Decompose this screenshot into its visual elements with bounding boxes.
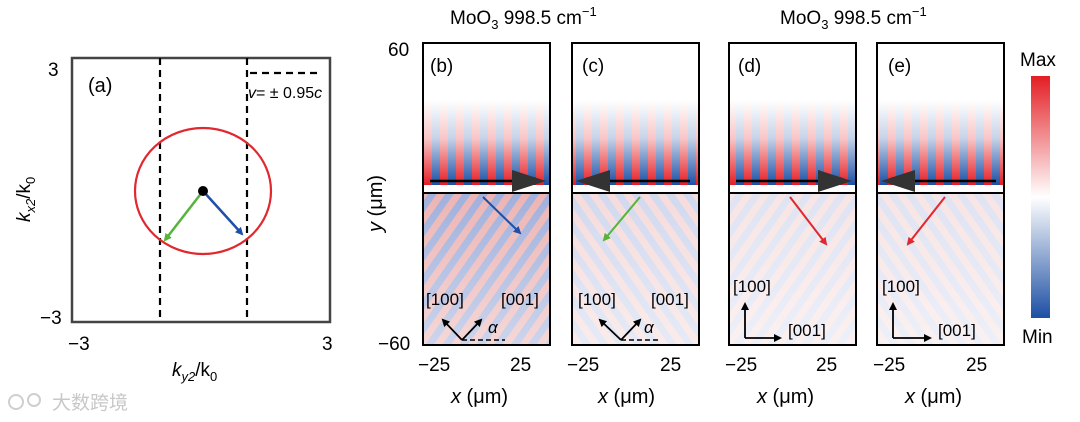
panel-e-crystal-h: [001] xyxy=(938,321,976,340)
panel-b-crystal-h: [100] xyxy=(426,290,464,309)
panel-b: (b) [100] [001] α xyxy=(422,42,551,346)
panel-e-frame xyxy=(876,42,1005,346)
colorbar: Max Min xyxy=(1020,50,1056,348)
x-tick-left-c: −25 xyxy=(567,355,599,376)
y-axis-label-a: kx2/k0 xyxy=(14,177,38,222)
colorbar-min: Min xyxy=(1022,327,1053,348)
panel-e-crystal-v: [100] xyxy=(882,277,920,296)
title-left: MoO3 998.5 cm−1 xyxy=(450,4,597,32)
panel-d-crystal-h: [001] xyxy=(788,321,826,340)
y-tick-bottom: −60 xyxy=(378,334,410,355)
x-axis-label-a: ky2/k0 xyxy=(172,360,217,384)
panel-c-label: (c) xyxy=(582,56,604,77)
x-tick-right-d: 25 xyxy=(816,355,837,376)
panel-a-label: (a) xyxy=(88,75,112,97)
panel-c-crystal-v: [001] xyxy=(651,290,689,309)
panel-b-label: (b) xyxy=(430,56,453,77)
y-axis-label: y (μm) xyxy=(365,175,387,234)
title-right: MoO3 998.5 cm−1 xyxy=(780,4,927,32)
y-tick-top: 60 xyxy=(388,40,409,61)
panel-c: (c) [100] [001] α xyxy=(571,42,700,346)
x-tick-right-b: 25 xyxy=(510,355,531,376)
origin-dot xyxy=(198,186,208,196)
panel-c-crystal-h: [100] xyxy=(578,290,616,309)
colorbar-gradient xyxy=(1031,76,1050,318)
watermark-text: 大数跨境 xyxy=(52,392,128,414)
x-axis-label-b: x (μm) xyxy=(450,386,508,408)
panel-b-angle: α xyxy=(488,318,499,337)
panel-e-label: (e) xyxy=(888,56,911,77)
tick-x-right: 3 xyxy=(322,334,333,355)
legend-velocity: v= ± 0.95c xyxy=(248,85,322,102)
panel-b-frame xyxy=(422,42,551,346)
x-tick-right-e: 25 xyxy=(966,355,987,376)
panel-a: (a) v= ± 0.95c 3 −3 −3 3 ky2/k0 kx2/k0 xyxy=(14,56,333,384)
panel-d: (d) [100] [001] xyxy=(728,42,857,346)
x-axes: −25 25 x (μm) −25 25 x (μm) −25 25 x (μm… xyxy=(418,355,987,408)
x-tick-left-d: −25 xyxy=(725,355,757,376)
isofrequency-circle xyxy=(133,126,273,256)
x-tick-left-e: −25 xyxy=(873,355,905,376)
watermark: 大数跨境 xyxy=(8,392,128,414)
x-tick-right-c: 25 xyxy=(660,355,681,376)
colorbar-max: Max xyxy=(1020,50,1056,71)
green-arrow xyxy=(163,190,204,242)
panel-c-angle: α xyxy=(644,318,655,337)
tick-y-top: 3 xyxy=(48,60,59,81)
x-axis-label-e: x (μm) xyxy=(904,386,962,408)
panel-c-frame xyxy=(571,42,700,346)
panel-e: (e) [100] [001] xyxy=(876,42,1005,346)
watermark-logo-icon xyxy=(8,394,24,410)
x-axis-label-d: x (μm) xyxy=(756,386,814,408)
panel-d-crystal-v: [100] xyxy=(733,277,771,296)
tick-y-bottom: −3 xyxy=(40,308,62,329)
panel-d-label: (d) xyxy=(738,56,761,77)
x-axis-label-c: x (μm) xyxy=(597,386,655,408)
panel-b-crystal-v: [001] xyxy=(501,290,539,309)
x-tick-left-b: −25 xyxy=(418,355,450,376)
tick-x-left: −3 xyxy=(68,334,90,355)
panel-d-frame xyxy=(728,42,857,346)
blue-arrow xyxy=(202,190,244,236)
